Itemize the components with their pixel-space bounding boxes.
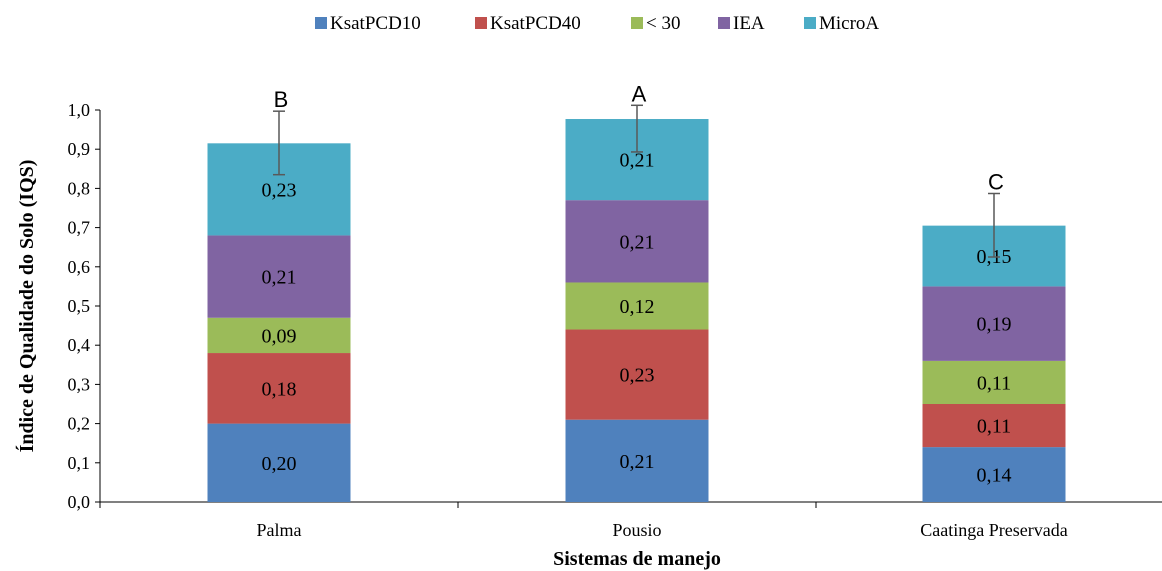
data-label: 0,14 bbox=[977, 465, 1012, 487]
error-bars: B A C bbox=[273, 81, 1004, 258]
bar-segment bbox=[207, 235, 351, 318]
axes: 0,0 0,1 0,2 0,3 0,4 0,5 0,6 0,7 0,8 0,9 1,0 Palma Po… bbox=[68, 100, 1162, 540]
x-tick-label: Caatinga Preservada bbox=[920, 520, 1067, 540]
y-tick-label: 0,9 bbox=[68, 139, 91, 159]
significance-letter: B bbox=[274, 87, 289, 112]
bar-segment bbox=[565, 200, 709, 283]
data-label: 0,12 bbox=[620, 296, 655, 318]
legend-swatch bbox=[718, 17, 730, 29]
y-tick-label: 0,5 bbox=[68, 296, 91, 316]
legend-label: MicroA bbox=[819, 13, 879, 34]
legend-swatch bbox=[315, 17, 327, 29]
data-label: 0,21 bbox=[620, 150, 655, 172]
data-label: 0,23 bbox=[620, 365, 655, 387]
bar-segment bbox=[922, 360, 1066, 404]
y-axis-title: Índice de Qualidade do Solo (IQS) bbox=[15, 160, 38, 453]
data-label: 0,21 bbox=[262, 267, 297, 289]
x-tick-label: Palma bbox=[257, 520, 302, 540]
y-tick-label: 1,0 bbox=[68, 100, 91, 120]
x-axis-title: Sistemas de manejo bbox=[553, 548, 721, 570]
significance-letter: A bbox=[632, 81, 647, 106]
bar-segment bbox=[565, 329, 709, 420]
legend-label: KsatPCD40 bbox=[490, 13, 581, 34]
y-tick-label: 0,8 bbox=[68, 178, 91, 198]
legend: KsatPCD10 KsatPCD40 < 30 IEA MicroA bbox=[315, 13, 879, 34]
legend-label: IEA bbox=[733, 13, 765, 34]
y-tick-label: 0,3 bbox=[68, 374, 91, 394]
legend-swatch bbox=[804, 17, 816, 29]
bar-segment bbox=[565, 419, 709, 502]
bar-segment bbox=[207, 353, 351, 424]
data-label: 0,21 bbox=[620, 451, 655, 473]
y-tick-label: 0,4 bbox=[68, 335, 91, 355]
x-tick-label: Pousio bbox=[612, 520, 661, 540]
bar-segment bbox=[922, 404, 1066, 448]
bar-segment bbox=[922, 447, 1066, 502]
y-tick-label: 0,2 bbox=[68, 414, 91, 434]
bar-segment bbox=[207, 423, 351, 502]
bar-segment bbox=[922, 286, 1066, 361]
data-label: 0,18 bbox=[262, 378, 297, 400]
data-label: 0,11 bbox=[977, 416, 1011, 438]
bar-segment bbox=[565, 282, 709, 330]
data-label: 0,21 bbox=[620, 231, 655, 253]
data-labels: 0,20 0,18 0,09 0,21 0,23 0,21 0,23 0,12 0,21 0,21… bbox=[262, 150, 1012, 487]
y-tick-label: 0,0 bbox=[68, 492, 91, 512]
legend-swatch bbox=[631, 17, 643, 29]
y-tick-label: 0,7 bbox=[68, 218, 91, 238]
data-label: 0,19 bbox=[977, 314, 1012, 336]
data-label: 0,11 bbox=[977, 372, 1011, 394]
y-tick-label: 0,1 bbox=[68, 453, 91, 473]
legend-label: < 30 bbox=[646, 13, 680, 34]
data-label: 0,09 bbox=[262, 325, 297, 347]
significance-letter: C bbox=[988, 169, 1004, 194]
legend-swatch bbox=[475, 17, 487, 29]
data-label: 0,20 bbox=[262, 453, 297, 475]
data-label: 0,23 bbox=[262, 179, 297, 201]
y-tick-label: 0,6 bbox=[68, 257, 91, 277]
legend-label: KsatPCD10 bbox=[330, 13, 421, 34]
bar-segment bbox=[207, 317, 351, 354]
bars bbox=[207, 119, 1066, 502]
